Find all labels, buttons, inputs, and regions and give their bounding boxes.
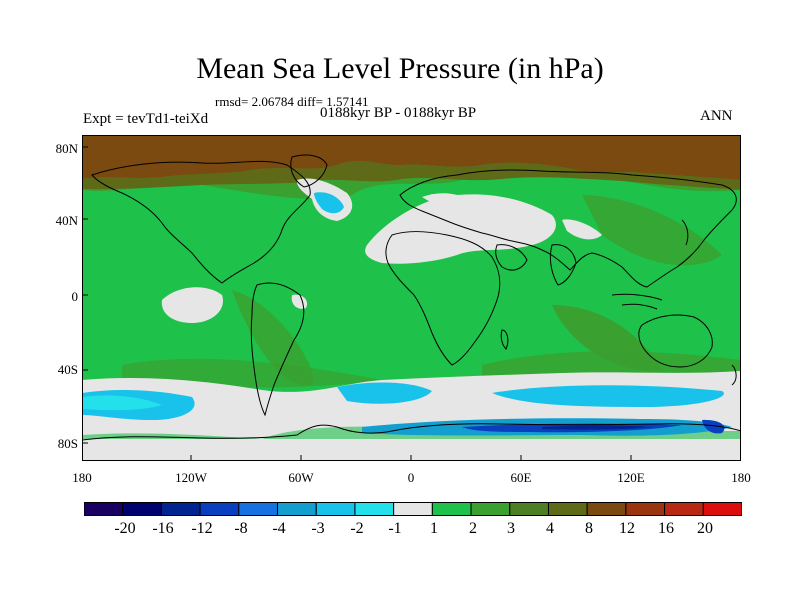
field-cyan-south-3	[492, 385, 724, 407]
field-mid-green-6	[582, 195, 722, 266]
pressure-map	[82, 135, 741, 461]
field-antarctic-right-dark	[702, 419, 725, 434]
coast-greenland	[290, 154, 328, 188]
colorbar-label: 12	[619, 520, 635, 537]
colorbar-swatch	[470, 502, 511, 516]
coast-australia	[638, 314, 713, 368]
field-light-cyan-south	[82, 395, 162, 411]
season-label: ANN	[700, 108, 733, 124]
colorbar-swatch	[664, 502, 704, 516]
lon-label-120w: 120W	[175, 470, 207, 485]
colorbar-label: -4	[272, 520, 286, 537]
experiment-label: Expt = tevTd1-teiXd	[83, 111, 209, 127]
colorbar-swatch	[122, 502, 162, 516]
field-white-tibet	[562, 219, 602, 240]
lon-label-180w: 180	[72, 470, 92, 485]
colorbar-swatch	[586, 502, 627, 516]
colorbar-swatch	[547, 502, 588, 516]
colorbar-label: 4	[546, 520, 554, 537]
lon-label-60w: 60W	[288, 470, 314, 485]
coastlines	[82, 154, 741, 441]
coast-south-america	[250, 282, 305, 417]
field-mid-green-4	[122, 358, 382, 388]
lat-label-0: 0	[71, 289, 79, 304]
coast-india	[549, 244, 577, 286]
coast-africa	[385, 231, 501, 366]
coast-new-zealand	[731, 364, 737, 386]
field-antarctic-navy	[542, 425, 652, 430]
coast-indonesia	[611, 293, 663, 310]
colorbar-swatch	[509, 502, 549, 516]
colorbar-label: 3	[507, 520, 515, 537]
colorbar-swatch	[315, 502, 356, 516]
field-white-eurasia-2	[422, 193, 477, 210]
colorbar-label: 8	[585, 520, 593, 537]
colorbar-label: -12	[191, 520, 213, 537]
field-arctic-band	[82, 135, 741, 180]
map-title: Mean Sea Level Pressure (in hPa)	[196, 52, 604, 85]
colorbar-label: -1	[388, 520, 402, 537]
lon-label-0: 0	[407, 470, 415, 485]
colorbar-swatch	[354, 502, 395, 516]
colorbar	[84, 502, 742, 516]
field-arctic-olive	[82, 160, 741, 190]
colorbar-label: 1	[430, 520, 438, 537]
colorbar-swatch	[160, 502, 201, 516]
lon-label-60e: 60E	[510, 470, 532, 485]
field-white-eurasia	[365, 194, 556, 264]
colorbar-label: -2	[350, 520, 364, 537]
lat-label-40s: 40S	[57, 362, 78, 377]
colorbar-swatch	[277, 502, 317, 516]
colorbar-label: 20	[697, 520, 713, 537]
colorbar-swatch	[84, 502, 124, 516]
field-cyan-south-2	[337, 382, 432, 404]
colorbar-swatch	[238, 502, 279, 516]
colorbar-swatch	[431, 502, 472, 516]
stats-text: rmsd= 2.06784 diff= 1.57141	[215, 94, 369, 109]
colorbar-label: 16	[658, 520, 674, 537]
coast-arabia	[495, 244, 528, 271]
lat-label-80n: 80N	[55, 141, 78, 156]
colorbar-label: -8	[234, 520, 248, 537]
coast-north-america	[91, 160, 311, 284]
lat-label-80s: 80S	[57, 436, 78, 451]
map-ticks	[82, 146, 632, 461]
field-white-east-pacific	[161, 287, 223, 323]
colorbar-label: -16	[152, 520, 174, 537]
colorbar-label: -20	[114, 520, 136, 537]
coast-japan	[681, 219, 689, 246]
period-text: 0188kyr BP - 0188kyr BP	[320, 105, 477, 121]
coast-antarctica	[82, 423, 741, 441]
field-cyan-north-atlantic	[314, 192, 344, 214]
coast-eurasia	[399, 169, 737, 288]
lon-label-180e: 180	[731, 470, 751, 485]
coast-madagascar	[500, 329, 509, 350]
colorbar-swatch	[393, 502, 433, 516]
colorbar-swatch	[199, 502, 240, 516]
colorbar-swatch	[625, 502, 666, 516]
colorbar-label: -3	[311, 520, 325, 537]
colorbar-swatch	[702, 502, 742, 516]
colorbar-label: 2	[469, 520, 477, 537]
lat-label-40n: 40N	[55, 213, 78, 228]
lon-label-120e: 120E	[617, 470, 645, 485]
